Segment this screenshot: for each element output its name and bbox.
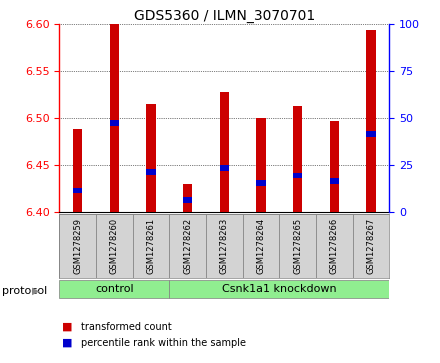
Bar bbox=[183, 197, 192, 203]
Bar bbox=[257, 180, 266, 186]
Text: GSM1278267: GSM1278267 bbox=[367, 218, 376, 274]
Bar bbox=[169, 214, 206, 278]
Text: transformed count: transformed count bbox=[81, 322, 172, 332]
Text: ■: ■ bbox=[62, 338, 72, 348]
Bar bbox=[316, 214, 353, 278]
Bar bbox=[73, 129, 82, 212]
Bar bbox=[183, 184, 192, 212]
Bar bbox=[279, 214, 316, 278]
Bar bbox=[169, 280, 389, 298]
Bar bbox=[147, 104, 156, 212]
Text: GSM1278259: GSM1278259 bbox=[73, 218, 82, 274]
Text: GSM1278266: GSM1278266 bbox=[330, 218, 339, 274]
Bar bbox=[367, 131, 376, 137]
Bar bbox=[243, 214, 279, 278]
Text: GSM1278265: GSM1278265 bbox=[293, 218, 302, 274]
Bar bbox=[96, 214, 133, 278]
Bar bbox=[110, 24, 119, 212]
Text: protocol: protocol bbox=[2, 286, 48, 296]
Text: ■: ■ bbox=[62, 322, 72, 332]
Bar bbox=[220, 93, 229, 212]
Bar bbox=[293, 173, 302, 178]
Text: Csnk1a1 knockdown: Csnk1a1 knockdown bbox=[222, 284, 337, 294]
Bar bbox=[257, 118, 266, 212]
Bar bbox=[330, 121, 339, 212]
Bar bbox=[330, 178, 339, 184]
Bar bbox=[73, 188, 82, 193]
Bar bbox=[59, 280, 169, 298]
Bar bbox=[147, 169, 156, 175]
Bar bbox=[367, 30, 376, 212]
Text: ▶: ▶ bbox=[32, 286, 40, 296]
Text: GSM1278261: GSM1278261 bbox=[147, 218, 156, 274]
Text: GSM1278262: GSM1278262 bbox=[183, 218, 192, 274]
Bar bbox=[59, 214, 96, 278]
Text: percentile rank within the sample: percentile rank within the sample bbox=[81, 338, 246, 348]
Bar bbox=[133, 214, 169, 278]
Bar bbox=[206, 214, 243, 278]
Bar bbox=[293, 106, 302, 212]
Bar bbox=[220, 165, 229, 171]
Bar bbox=[110, 120, 119, 126]
Text: GSM1278263: GSM1278263 bbox=[220, 218, 229, 274]
Title: GDS5360 / ILMN_3070701: GDS5360 / ILMN_3070701 bbox=[134, 9, 315, 23]
Bar bbox=[353, 214, 389, 278]
Text: control: control bbox=[95, 284, 134, 294]
Text: GSM1278260: GSM1278260 bbox=[110, 218, 119, 274]
Text: GSM1278264: GSM1278264 bbox=[257, 218, 266, 274]
